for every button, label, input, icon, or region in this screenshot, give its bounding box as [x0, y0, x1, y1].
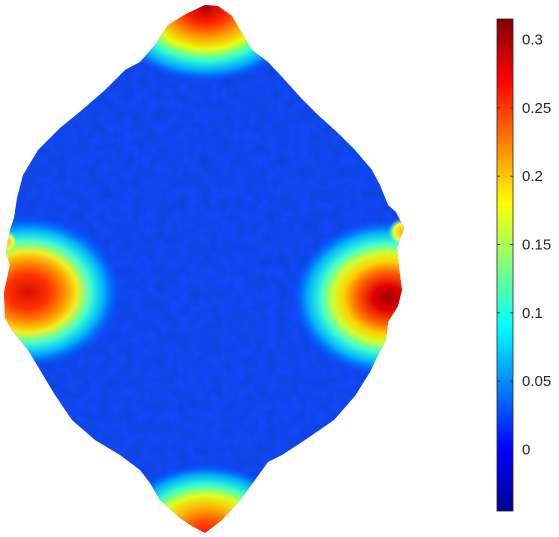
surface-plot	[4, 5, 404, 533]
colorbar-tick-label: 0.05	[522, 373, 551, 390]
edge-highlight-right	[380, 210, 404, 255]
colorbar: 0 0.05 0.1 0.15 0.2 0.25 0.3	[496, 18, 551, 512]
hotspot-left	[4, 170, 160, 410]
edge-highlight-left	[4, 222, 22, 262]
hotspot-bottom	[4, 400, 404, 533]
colorbar-tick-label: 0	[522, 442, 530, 459]
colorbar-tick-label: 0.3	[522, 32, 543, 49]
colorbar-gradient	[496, 18, 514, 512]
colorbar-tick-label: 0.2	[522, 168, 543, 185]
colorbar-ticks: 0 0.05 0.1 0.15 0.2 0.25 0.3	[497, 32, 551, 459]
hotspot-right	[250, 170, 404, 420]
colorbar-tick-label: 0.25	[522, 100, 551, 117]
colorbar-tick-label: 0.1	[522, 305, 543, 322]
hotspot-top	[4, 5, 404, 140]
colorbar-tick-label: 0.15	[522, 237, 551, 254]
